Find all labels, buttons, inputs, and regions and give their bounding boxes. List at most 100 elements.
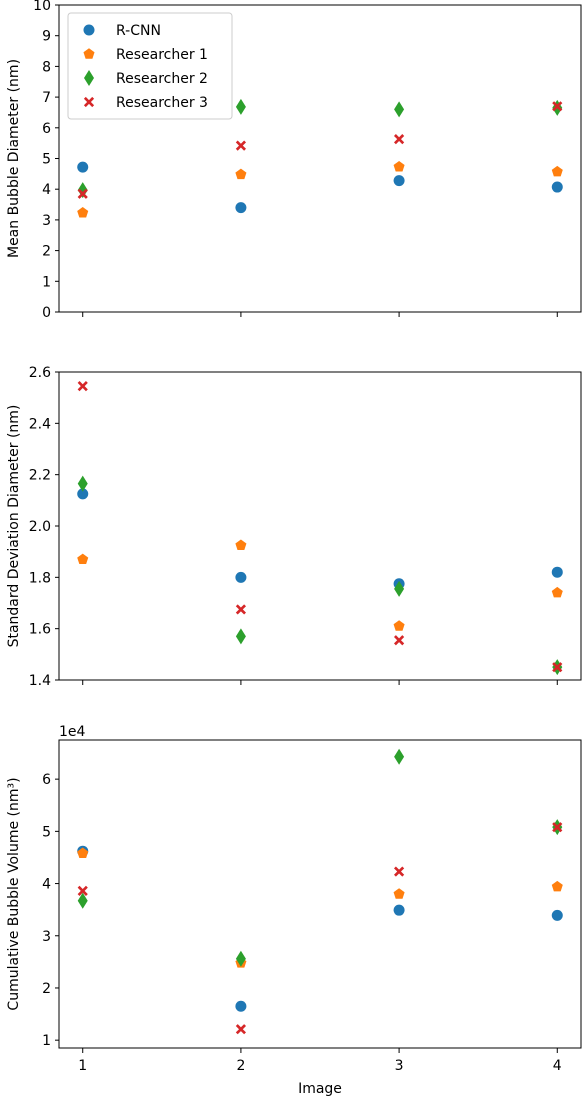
panel-3: 1 2 3 4 5 6 1 2 3 4 Cumulative Bubble Volume (nm³)… xyxy=(6,724,582,1096)
legend: R-CNN Researcher 1 Researcher 2 Researcher … xyxy=(67,12,233,120)
data-point xyxy=(77,182,88,199)
y-tick-label: 0 xyxy=(42,305,51,321)
data-point xyxy=(235,168,247,180)
data-point xyxy=(77,885,88,896)
data-point xyxy=(393,134,405,145)
y-tick-label: 1 xyxy=(42,274,51,290)
data-point xyxy=(551,165,563,177)
data-point xyxy=(552,822,563,833)
x-tick-label: 1 xyxy=(78,1058,87,1074)
y-tick-label: 2.6 xyxy=(29,365,51,381)
y-tick-label: 2.4 xyxy=(29,416,51,432)
data-point xyxy=(551,566,563,578)
data-point xyxy=(394,580,405,597)
legend-entry: Researcher 3 xyxy=(116,95,208,111)
data-point xyxy=(235,571,247,583)
data-point xyxy=(393,160,405,172)
legend-entry: R-CNN xyxy=(116,23,161,39)
y-tick-label: 7 xyxy=(42,90,51,106)
y-tick-label: 1.4 xyxy=(29,673,51,689)
data-point xyxy=(393,175,405,187)
data-point xyxy=(77,188,88,199)
data-point xyxy=(77,475,88,492)
y-tick-label: 2.2 xyxy=(29,468,51,484)
series-2 xyxy=(77,539,563,631)
legend-marker xyxy=(83,96,95,108)
data-point xyxy=(235,98,246,115)
x-tick-label: 2 xyxy=(236,1058,245,1074)
y-tick-label: 9 xyxy=(42,29,51,45)
series-3 xyxy=(77,475,563,676)
series-1 xyxy=(77,488,563,590)
data-point xyxy=(393,620,405,631)
y-tick-label: 1.6 xyxy=(29,622,51,638)
x-axis-label: Image xyxy=(298,1081,342,1096)
legend-marker xyxy=(84,70,94,86)
y-tick-label: 6 xyxy=(42,772,51,788)
y-tick-label: 5 xyxy=(42,152,51,168)
legend-marker xyxy=(83,24,95,36)
data-point xyxy=(235,202,247,214)
legend-entry: Researcher 2 xyxy=(116,71,208,87)
y-tick-label: 4 xyxy=(42,877,51,893)
data-point xyxy=(393,635,405,646)
series-4 xyxy=(77,101,563,199)
data-point xyxy=(235,539,247,550)
x-tick-label: 3 xyxy=(395,1058,404,1074)
legend-box xyxy=(67,12,233,120)
data-point xyxy=(235,950,246,967)
offset-text: 1e4 xyxy=(59,724,86,740)
legend-marker xyxy=(83,48,95,59)
data-point xyxy=(77,553,89,565)
y-tick-label: 2 xyxy=(42,981,51,997)
data-point xyxy=(393,888,405,899)
data-point xyxy=(235,140,247,151)
data-point xyxy=(551,586,563,598)
series-1 xyxy=(77,845,563,1012)
axes-frame xyxy=(58,371,582,681)
x-tick-label: 4 xyxy=(553,1058,562,1074)
data-point xyxy=(77,847,89,858)
legend-entry: Researcher 1 xyxy=(116,47,208,63)
data-point xyxy=(394,101,405,118)
y-tick-label: 10 xyxy=(33,0,51,14)
data-point xyxy=(235,1024,247,1035)
y-tick-label: 6 xyxy=(42,121,51,137)
y-tick-label: 1.8 xyxy=(29,570,51,586)
data-point xyxy=(393,904,405,916)
y-tick-label: 1 xyxy=(42,1033,51,1049)
data-point xyxy=(77,381,88,392)
data-point xyxy=(235,604,247,615)
y-tick-label: 4 xyxy=(42,182,51,198)
series-1 xyxy=(77,161,563,214)
series-2 xyxy=(77,847,563,968)
series-4 xyxy=(77,822,563,1035)
data-point xyxy=(394,748,405,765)
y-tick-label: 5 xyxy=(42,824,51,840)
data-point xyxy=(551,880,563,892)
panel-2: 1.4 1.6 1.8 2.0 2.2 2.4 2.6 Standard Deviation … xyxy=(6,365,582,689)
data-point xyxy=(393,866,405,877)
data-point xyxy=(235,1000,247,1012)
data-point xyxy=(551,181,563,193)
y-tick-label: 2.0 xyxy=(29,519,51,535)
y-axis-label: Standard Deviation Diameter (nm) xyxy=(6,405,22,648)
y-tick-label: 3 xyxy=(42,929,51,945)
data-point xyxy=(77,161,89,173)
data-point xyxy=(77,207,89,218)
y-tick-label: 3 xyxy=(42,213,51,229)
y-axis-label: Cumulative Bubble Volume (nm³) xyxy=(6,777,22,1010)
axes-frame xyxy=(58,739,582,1049)
data-point xyxy=(551,909,563,921)
data-point xyxy=(552,662,563,673)
data-point xyxy=(77,488,89,500)
series-4 xyxy=(77,381,563,673)
data-point xyxy=(77,892,88,909)
y-tick-label: 2 xyxy=(42,244,51,260)
data-point xyxy=(235,628,246,645)
y-axis-label: Mean Bubble Diameter (nm) xyxy=(6,59,22,258)
panel-1: 0 1 2 3 4 5 6 7 8 9 10 Mean Bubble Diameter (nm) R-C… xyxy=(6,0,582,321)
y-tick-label: 8 xyxy=(42,59,51,75)
series-3 xyxy=(77,748,563,967)
